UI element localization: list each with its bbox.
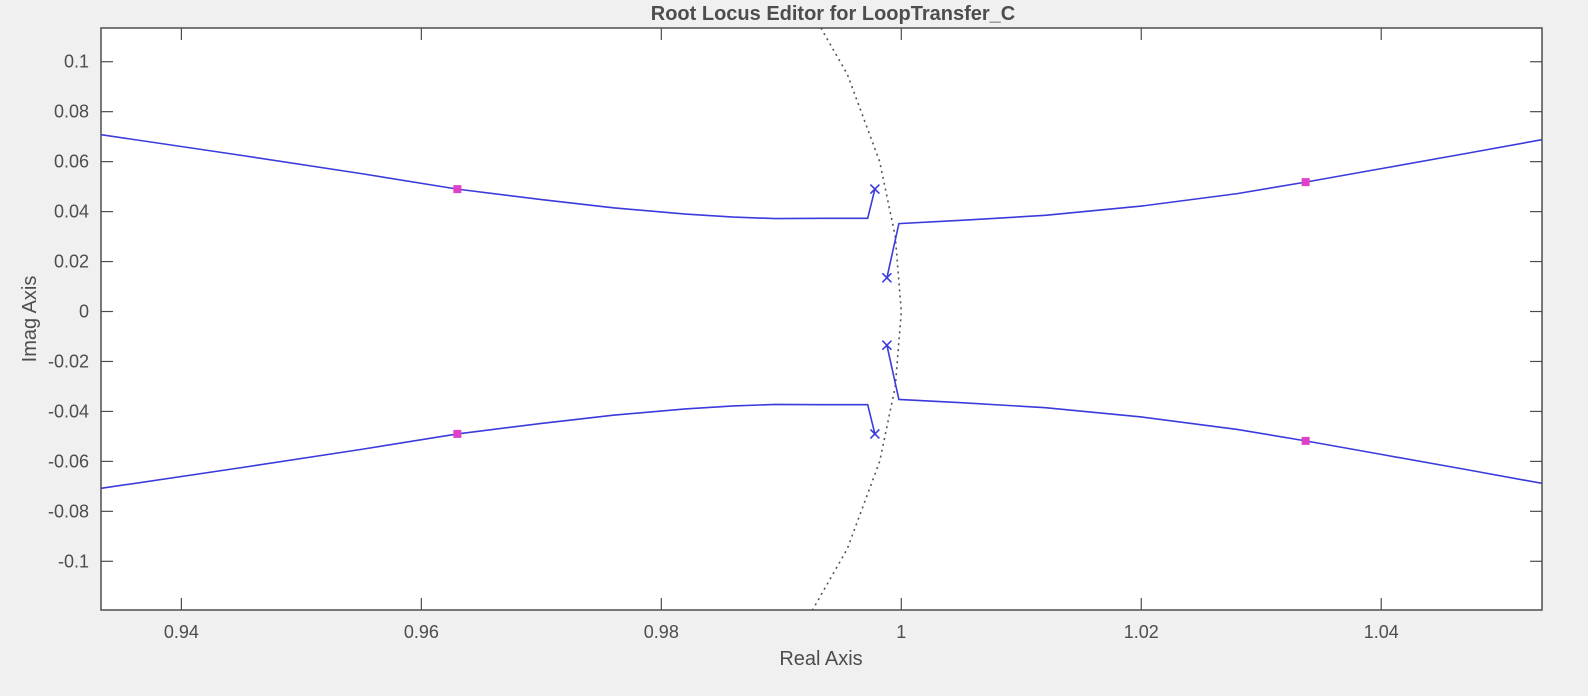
chart-title: Root Locus Editor for LoopTransfer_C [651, 3, 1015, 25]
axes-box [100, 27, 1543, 611]
x-axis-label: Real Axis [779, 648, 862, 670]
unit-circle-line [811, 28, 903, 610]
x-tick-label: 1.02 [1124, 622, 1159, 642]
locus-branch-1[interactable] [101, 133, 876, 220]
closed-loop-pole-2[interactable] [453, 429, 462, 438]
plot-area[interactable] [101, 28, 1542, 610]
y-tick-label: 0.1 [64, 52, 89, 72]
y-tick-label: 0 [79, 302, 89, 322]
x-tick-label: 1 [896, 622, 906, 642]
open-loop-pole-2[interactable] [881, 272, 892, 283]
y-tick-label: 0.04 [54, 202, 89, 222]
x-tick-label: 0.98 [644, 622, 679, 642]
tick-layer: 0.94 0.96 0.98 1 1.02 1.04 0.1 0.08 0.06 0.04 0.02… [48, 28, 1542, 642]
y-tick-label: -0.06 [48, 451, 89, 471]
y-tick-label: 0.06 [54, 152, 89, 172]
data-layer [101, 28, 1542, 610]
open-loop-pole-1[interactable] [869, 184, 880, 195]
open-loop-pole-3[interactable] [881, 340, 892, 351]
open-loop-pole-4[interactable] [869, 428, 880, 439]
y-tick-label: 0.02 [54, 252, 89, 272]
locus-branch-3[interactable] [886, 138, 1542, 278]
x-tick-label: 0.94 [164, 622, 199, 642]
y-tick-label: 0.08 [54, 102, 89, 122]
closed-loop-pole-1[interactable] [453, 185, 462, 194]
plot-data-viewport [101, 28, 1542, 610]
locus-branch-4[interactable] [886, 345, 1542, 485]
y-axis-label: Imag Axis [19, 276, 41, 363]
locus-branch-2[interactable] [101, 403, 876, 490]
x-tick-label: 0.96 [404, 622, 439, 642]
closed-loop-pole-3[interactable] [1301, 178, 1310, 187]
y-tick-label: -0.02 [48, 351, 89, 371]
closed-loop-pole-4[interactable] [1301, 436, 1310, 445]
y-tick-label: -0.08 [48, 501, 89, 521]
x-tick-label: 1.04 [1364, 622, 1399, 642]
y-tick-label: -0.04 [48, 401, 89, 421]
y-tick-label: -0.1 [58, 551, 89, 571]
